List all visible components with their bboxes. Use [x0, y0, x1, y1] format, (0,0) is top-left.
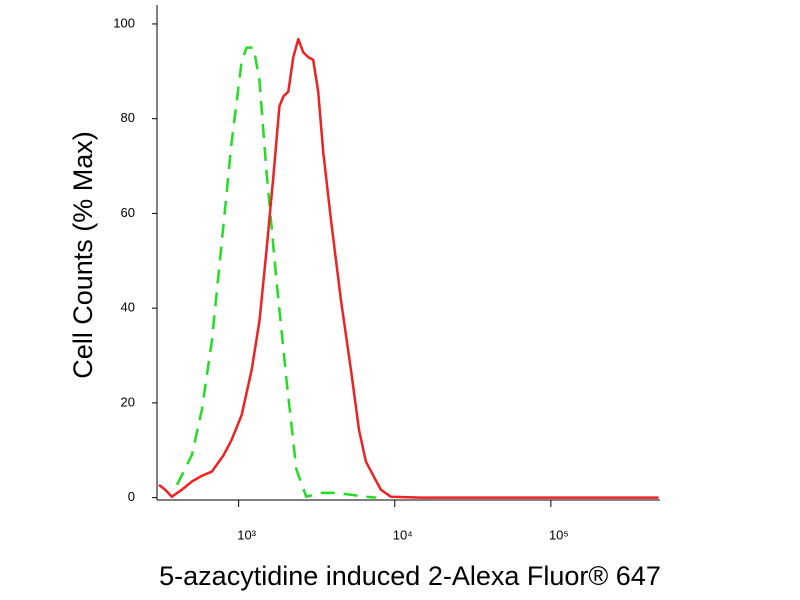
x-tick-label: 10⁴ [393, 527, 413, 542]
y-axis-label: Cell Counts (% Max) [68, 131, 98, 379]
y-tick-label: 60 [121, 205, 135, 220]
series-line [158, 37, 659, 499]
y-tick-label: 80 [121, 110, 135, 125]
y-tick-label: 100 [113, 15, 135, 30]
y-tick-label: 20 [121, 394, 135, 409]
y-tick-label: 0 [128, 489, 135, 504]
y-tick-label: 40 [121, 300, 135, 315]
x-tick-label: 10³ [237, 527, 256, 542]
x-tick-label: 10⁵ [549, 527, 569, 542]
x-axis-label: 5-azacytidine induced 2-Alexa Fluor® 647 [159, 561, 661, 591]
series-line [175, 46, 377, 499]
